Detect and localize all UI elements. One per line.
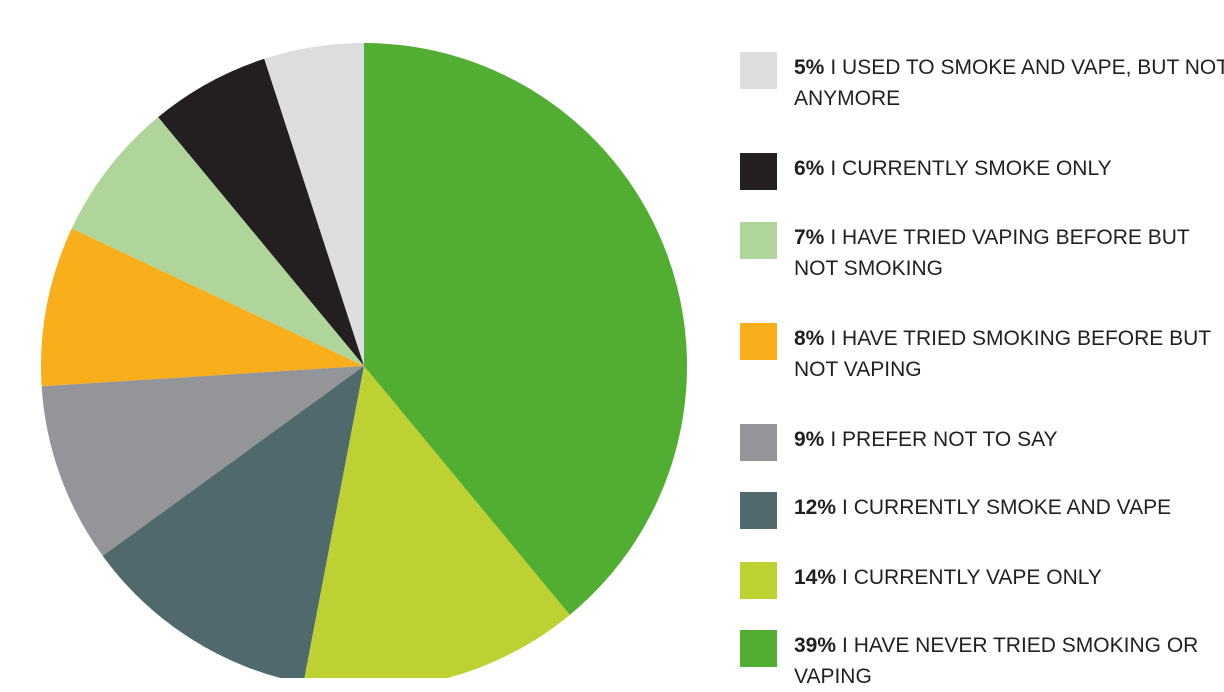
legend-value: 39% [794,634,837,657]
legend-swatch [740,153,777,190]
legend-swatch [740,424,777,461]
pie-slice [364,43,687,615]
legend-value: 9% [794,428,825,451]
legend-text: 9% I PREFER NOT TO SAY [794,424,1224,455]
legend-text: 39% I HAVE NEVER TRIED SMOKING OR VAPING [794,630,1224,692]
pie-slice [304,366,570,678]
legend-value: 5% [794,56,825,79]
pie-slice [102,366,364,678]
legend-label: I HAVE TRIED VAPING BEFORE BUT NOT SMOKI… [794,226,1190,280]
legend-swatch [740,562,777,599]
legend-text: 8% I HAVE TRIED SMOKING BEFORE BUT NOT VA… [794,323,1224,385]
legend-swatch [740,323,777,360]
pie-slice [71,117,365,366]
legend-value: 12% [794,496,837,519]
legend-text: 5% I USED TO SMOKE AND VAPE, BUT NOT ANYM… [794,52,1224,114]
pie-slice [40,228,364,387]
legend-label: I CURRENTLY VAPE ONLY [842,566,1102,589]
legend-text: 7% I HAVE TRIED VAPING BEFORE BUT NOT SMO… [794,222,1224,284]
legend-swatch [740,630,777,667]
legend-text: 12% I CURRENTLY SMOKE AND VAPE [794,492,1224,523]
legend-label: I PREFER NOT TO SAY [830,428,1058,451]
legend-value: 8% [794,327,825,350]
legend-value: 7% [794,226,825,249]
legend-value: 14% [794,566,837,589]
legend-label: I CURRENTLY SMOKE ONLY [830,157,1112,180]
legend-label: I USED TO SMOKE AND VAPE, BUT NOT ANYMOR… [794,56,1224,110]
legend-label: I CURRENTLY SMOKE AND VAPE [842,496,1172,519]
pie-slice [158,58,364,366]
pie-slice [264,43,364,366]
legend-label: I HAVE NEVER TRIED SMOKING OR VAPING [794,634,1199,688]
legend-text: 6% I CURRENTLY SMOKE ONLY [794,153,1224,184]
legend-swatch [740,492,777,529]
legend-text: 14% I CURRENTLY VAPE ONLY [794,562,1224,593]
page: 5% I USED TO SMOKE AND VAPE, BUT NOT ANYM… [40,43,1224,688]
legend-label: I HAVE TRIED SMOKING BEFORE BUT NOT VAPI… [794,327,1211,381]
pie-chart [40,43,687,678]
pie-slice [41,366,365,556]
legend-swatch [740,222,777,259]
legend-value: 6% [794,157,825,180]
legend-swatch [740,52,777,89]
